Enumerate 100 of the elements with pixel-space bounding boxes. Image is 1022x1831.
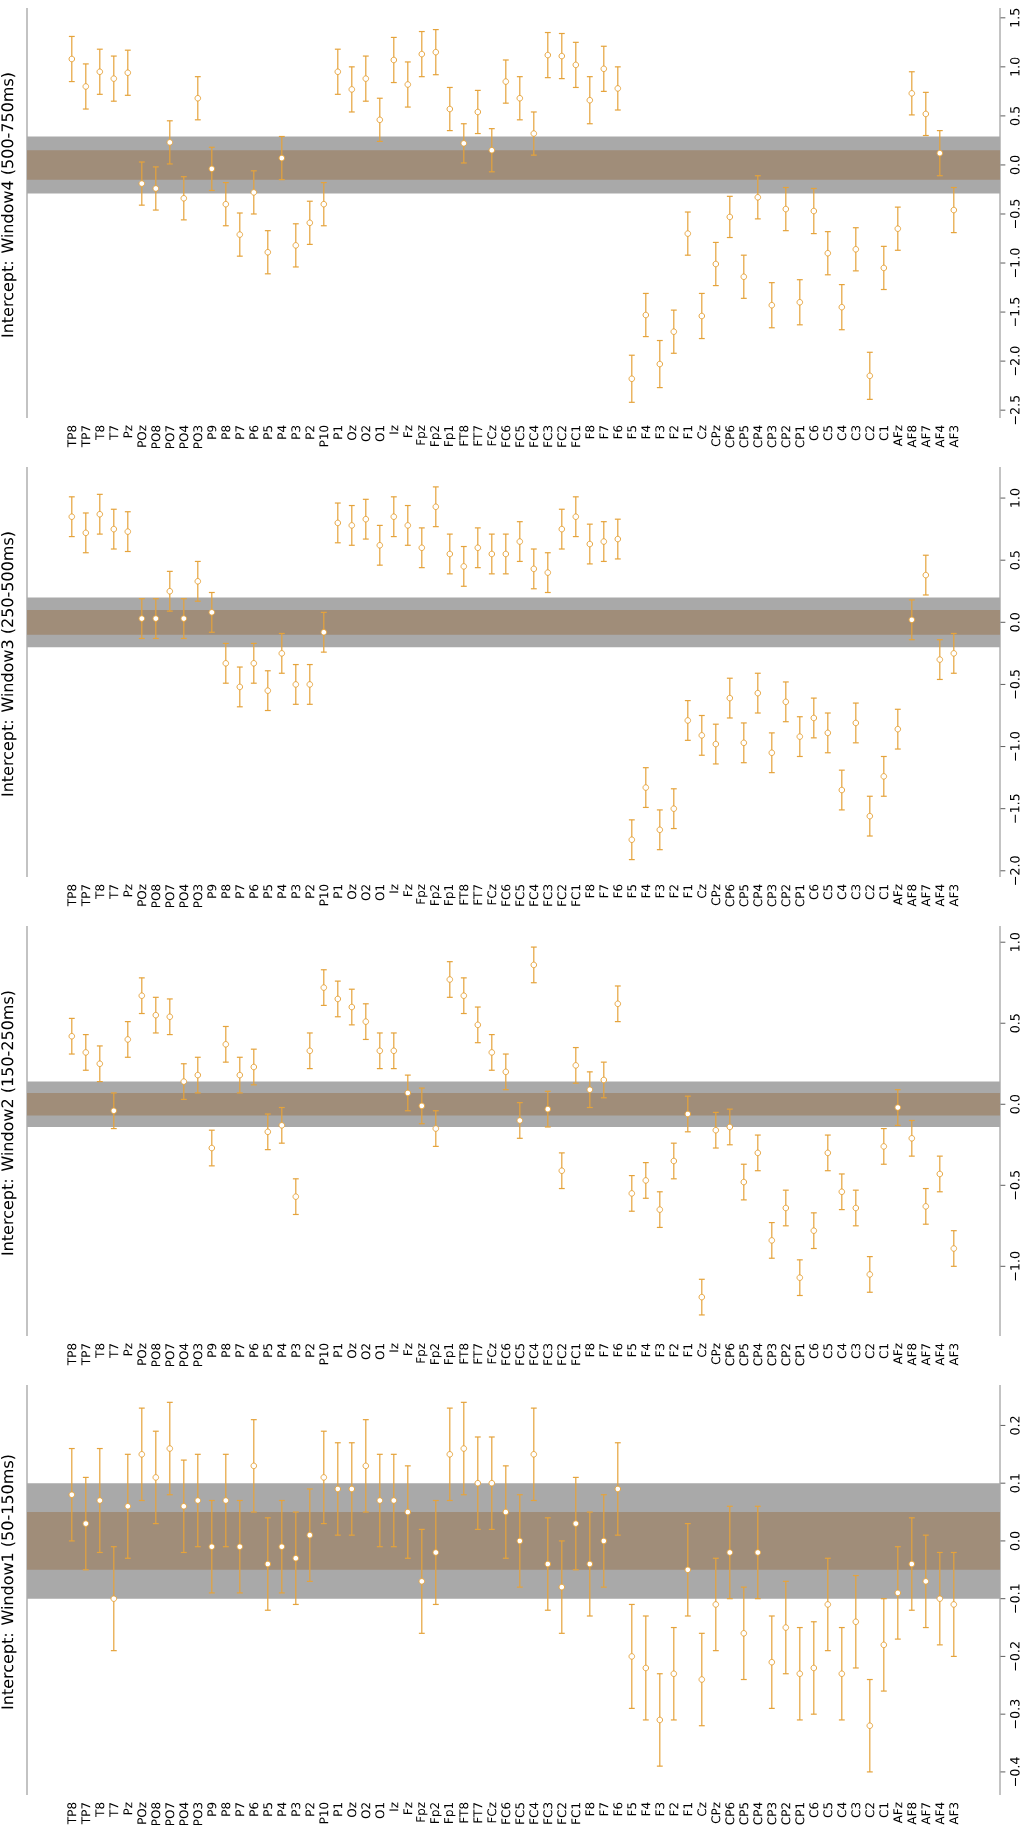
x-tick-label: CP4 <box>753 1343 763 1366</box>
x-tick-label: F3 <box>655 1343 665 1357</box>
x-tick-label: FT7 <box>473 884 483 905</box>
x-tick-label: TP7 <box>81 884 91 907</box>
x-tick-label: POz <box>137 884 147 906</box>
x-tick-label: Fpz <box>416 884 428 904</box>
x-tick-label: O2 <box>361 1803 371 1819</box>
x-tick-label: C4 <box>837 1802 847 1818</box>
x-tick-label: P10 <box>319 425 329 447</box>
y-tick-label: 0.2 <box>1010 1416 1020 1435</box>
x-tick-label: POz <box>137 425 147 447</box>
x-tick-label: CP1 <box>795 1803 805 1825</box>
x-tick-label: CP5 <box>739 1344 749 1366</box>
x-tick-label: Oz <box>347 1343 357 1359</box>
x-tick-label: TP7 <box>81 1343 91 1366</box>
x-tick-label: C2 <box>865 1803 875 1818</box>
x-tick-label: C1 <box>879 426 889 441</box>
x-tick-label: FC5 <box>515 884 525 906</box>
x-tick-label: TP8 <box>67 425 77 448</box>
x-tick-label: PO3 <box>193 884 203 908</box>
x-tick-label: F2 <box>669 885 679 898</box>
x-tick-label: F2 <box>669 426 679 439</box>
x-tick-label: P1 <box>333 426 343 439</box>
x-tick-label: T7 <box>109 884 119 899</box>
x-tick-label: F7 <box>599 425 609 439</box>
x-tick-label: FT7 <box>473 425 483 446</box>
y-tick-label: 0.0 <box>1010 1531 1020 1551</box>
x-tick-label: C3 <box>851 884 861 900</box>
x-tick-label: PO4 <box>179 1802 189 1826</box>
x-tick-label: CP5 <box>739 425 749 448</box>
x-tick-label: FCz <box>487 1802 497 1823</box>
x-tick-label: C2 <box>865 1344 875 1359</box>
x-tick-label: AF7 <box>921 1802 931 1825</box>
x-tick-label: O1 <box>375 1344 385 1360</box>
x-tick-label: P1 <box>333 1344 343 1357</box>
x-tick-label: F3 <box>655 1802 665 1816</box>
x-tick-label: CP6 <box>725 425 735 448</box>
x-tick-label: P8 <box>221 1343 231 1357</box>
x-tick-label: P2 <box>305 1803 315 1816</box>
y-tick-label: −0.5 <box>1010 1171 1020 1200</box>
y-tick-label: −1.0 <box>1010 248 1020 278</box>
x-tick-label: AF3 <box>949 1343 959 1366</box>
x-tick-label: FC5 <box>515 425 525 447</box>
x-tick-label: P1 <box>333 1803 343 1816</box>
x-tick-label: PO8 <box>151 425 161 449</box>
y-tick-label: −2.5 <box>1010 395 1020 425</box>
y-tick-label: 0.1 <box>1010 1474 1020 1493</box>
x-tick-label: AF3 <box>949 1802 959 1825</box>
x-tick-label: CP3 <box>767 425 777 448</box>
x-tick-label: Oz <box>347 884 357 900</box>
x-tick-label: FC1 <box>571 1344 581 1365</box>
x-tick-label: T8 <box>95 425 105 440</box>
x-tick-label: F2 <box>669 1803 679 1816</box>
x-tick-label: Cz <box>697 425 707 439</box>
x-tick-label: P3 <box>291 1343 301 1357</box>
x-tick-label: Fz <box>403 884 413 896</box>
x-tick-label: P2 <box>305 426 315 439</box>
x-tick-label: AFz <box>893 425 903 447</box>
x-tick-label: P1 <box>333 885 343 898</box>
y-tick-label: 0.5 <box>1010 551 1020 570</box>
x-tick-label: AFz <box>893 1343 903 1365</box>
text: Intercept: Window4 (500-750ms) <box>0 73 17 337</box>
x-tick-label: F6 <box>613 1802 623 1816</box>
x-tick-label: F5 <box>627 425 637 439</box>
x-tick-label: T7 <box>109 425 119 440</box>
x-tick-label: O1 <box>375 1803 385 1819</box>
x-tick-label: P6 <box>249 1343 259 1357</box>
x-tick-label: FCz <box>487 884 497 905</box>
x-tick-label: C6 <box>809 1802 819 1818</box>
x-tick-label: PO7 <box>165 1343 175 1367</box>
x-tick-label: FT7 <box>473 1802 483 1823</box>
x-tick-label: FC3 <box>543 884 553 906</box>
x-tick-label: O2 <box>361 426 371 442</box>
x-tick-label: Cz <box>697 1802 707 1816</box>
x-tick-label: CP2 <box>781 426 791 448</box>
x-tick-label: O1 <box>375 885 385 901</box>
x-tick-label: Fz <box>403 1343 413 1355</box>
x-tick-label: AF8 <box>907 425 917 448</box>
y-tick-label: −2.0 <box>1010 346 1020 376</box>
x-tick-label: AF7 <box>921 425 931 448</box>
x-tick-label: FC1 <box>571 426 581 447</box>
x-tick-label: P8 <box>221 884 231 898</box>
x-tick-label: TP8 <box>67 884 77 907</box>
x-tick-label: F8 <box>585 1343 595 1357</box>
x-tick-label: FCz <box>487 425 497 446</box>
x-tick-label: P2 <box>305 1344 315 1357</box>
x-tick-label: POz <box>137 1343 147 1365</box>
x-tick-label: P3 <box>291 1802 301 1816</box>
y-tick-label: 1.0 <box>1010 57 1020 76</box>
x-tick-label: CP2 <box>781 1803 791 1825</box>
x-tick-label: AFz <box>893 884 903 906</box>
x-tick-label: C4 <box>837 425 847 441</box>
x-tick-label: F7 <box>599 884 609 898</box>
y-tick-label: 1.5 <box>1010 8 1020 27</box>
x-tick-label: T7 <box>109 1802 119 1817</box>
x-tick-label: C1 <box>879 885 889 900</box>
y-tick-label: −0.3 <box>1010 1699 1020 1729</box>
x-tick-label: Iz <box>389 884 399 893</box>
x-tick-label: TP8 <box>67 1802 77 1825</box>
x-tick-label: P10 <box>319 1802 329 1824</box>
